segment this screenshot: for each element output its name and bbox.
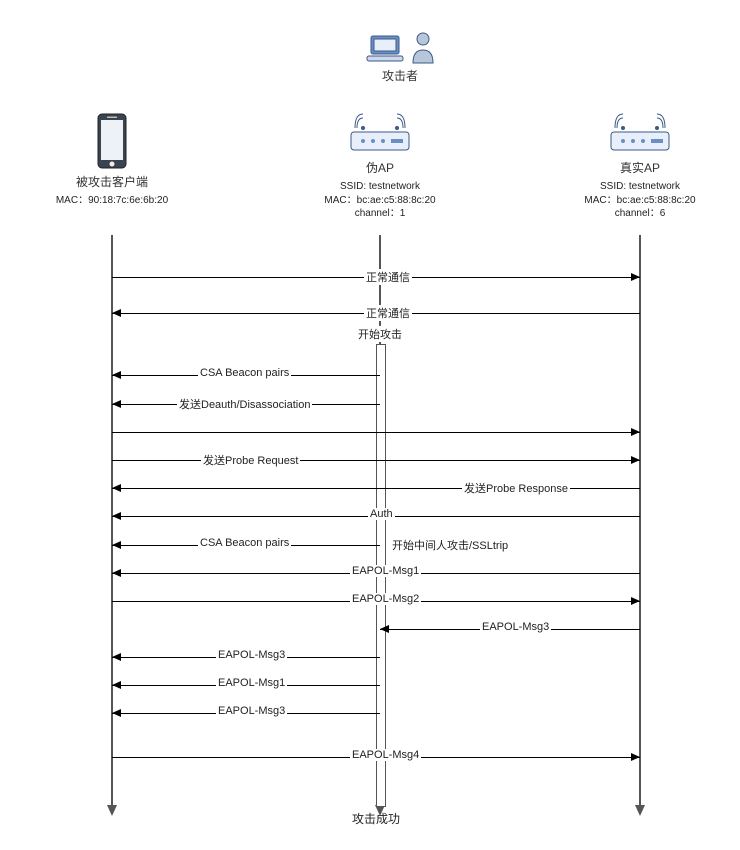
attacker-block: 攻击者 — [320, 30, 480, 84]
real-ap-title: 真实AP — [570, 159, 710, 176]
real-ap-channel: channel：6 — [570, 207, 710, 221]
msg-head — [380, 625, 389, 633]
lifeline-real_ap-arrow — [635, 805, 645, 816]
msg-label: 正常通信 — [364, 269, 412, 285]
msg-head — [112, 484, 121, 492]
msg-label: EAPOL-Msg3 — [480, 621, 551, 633]
router-icon — [345, 112, 415, 156]
real-ap-ssid: SSID: testnetwork — [570, 180, 710, 194]
msg-head — [112, 653, 121, 661]
msg-label: EAPOL-Msg1 — [350, 565, 421, 577]
msg-label: EAPOL-Msg3 — [216, 705, 287, 717]
msg-head — [112, 512, 121, 520]
msg-head — [112, 709, 121, 717]
msg-head — [112, 541, 121, 549]
msg-label: Auth — [368, 508, 395, 520]
lifeline-client-arrow — [107, 805, 117, 816]
lifeline-client — [111, 235, 113, 805]
participant-client: 被攻击客户端 MAC：90:18:7c:6e:6b:20 — [52, 112, 172, 208]
fake-ap-title: 伪AP — [310, 159, 450, 176]
client-title: 被攻击客户端 — [52, 173, 172, 190]
msg-head — [112, 681, 121, 689]
laptop-icon — [364, 34, 406, 64]
msg-head — [112, 371, 121, 379]
fake-ap-details: SSID: testnetwork MAC：bc:ae:c5:88:8c:20 … — [310, 180, 450, 221]
real-ap-mac: MAC：bc:ae:c5:88:8c:20 — [570, 194, 710, 208]
msg-label: EAPOL-Msg2 — [350, 593, 421, 605]
participant-fake-ap: 伪AP SSID: testnetwork MAC：bc:ae:c5:88:8c… — [310, 112, 450, 221]
activation-label: 开始攻击 — [356, 326, 404, 342]
msg-head — [631, 428, 640, 436]
fake-ap-ssid: SSID: testnetwork — [310, 180, 450, 194]
attacker-label: 攻击者 — [320, 67, 480, 84]
person-icon — [410, 30, 436, 64]
router-icon — [605, 112, 675, 156]
msg-label: EAPOL-Msg1 — [216, 677, 287, 689]
msg-label: 发送Probe Request — [201, 452, 300, 468]
msg-label: 发送Deauth/Disassociation — [177, 396, 312, 412]
result-label: 攻击成功 — [352, 810, 400, 827]
msg-label: 正常通信 — [364, 305, 412, 321]
msg-head — [112, 400, 121, 408]
msg-line — [112, 460, 640, 461]
msg-head — [112, 569, 121, 577]
lifeline-real_ap — [639, 235, 641, 805]
msg-label: EAPOL-Msg3 — [216, 649, 287, 661]
msg-head — [112, 309, 121, 317]
msg-label: CSA Beacon pairs — [198, 367, 291, 379]
phone-icon — [96, 112, 128, 170]
msg-head — [631, 456, 640, 464]
msg-label: 发送Probe Response — [462, 480, 570, 496]
msg-head — [631, 753, 640, 761]
msg-side-label: 开始中间人攻击/SSLtrip — [390, 537, 510, 553]
fake-ap-mac: MAC：bc:ae:c5:88:8c:20 — [310, 194, 450, 208]
fake-ap-channel: channel：1 — [310, 207, 450, 221]
msg-line — [112, 432, 640, 433]
msg-label: CSA Beacon pairs — [198, 537, 291, 549]
real-ap-details: SSID: testnetwork MAC：bc:ae:c5:88:8c:20 … — [570, 180, 710, 221]
msg-head — [631, 597, 640, 605]
client-mac: MAC：90:18:7c:6e:6b:20 — [52, 194, 172, 208]
msg-label: EAPOL-Msg4 — [350, 749, 421, 761]
msg-head — [631, 273, 640, 281]
participant-real-ap: 真实AP SSID: testnetwork MAC：bc:ae:c5:88:8… — [570, 112, 710, 221]
